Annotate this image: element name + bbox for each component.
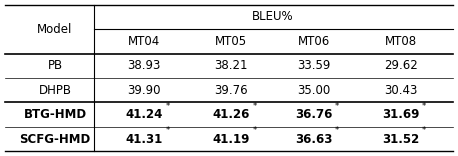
Text: 31.52: 31.52 <box>382 133 420 146</box>
Text: 39.90: 39.90 <box>127 84 161 97</box>
Text: PB: PB <box>47 59 63 72</box>
Text: BLEU%: BLEU% <box>252 10 293 23</box>
Text: BTG-HMD: BTG-HMD <box>23 108 87 121</box>
Text: 41.24: 41.24 <box>125 108 163 121</box>
Text: 30.43: 30.43 <box>384 84 417 97</box>
Text: 29.62: 29.62 <box>384 59 418 72</box>
Text: Model: Model <box>37 23 73 36</box>
Text: 41.26: 41.26 <box>213 108 250 121</box>
Text: DHPB: DHPB <box>38 84 71 97</box>
Text: *: * <box>165 102 169 111</box>
Text: MT06: MT06 <box>298 35 330 48</box>
Text: *: * <box>252 126 256 135</box>
Text: 35.00: 35.00 <box>297 84 330 97</box>
Text: *: * <box>252 102 256 111</box>
Text: MT08: MT08 <box>385 35 417 48</box>
Text: *: * <box>422 102 426 111</box>
Text: 38.93: 38.93 <box>128 59 161 72</box>
Text: *: * <box>335 102 339 111</box>
Text: MT04: MT04 <box>128 35 160 48</box>
Text: 41.19: 41.19 <box>213 133 250 146</box>
Text: *: * <box>335 126 339 135</box>
Text: 31.69: 31.69 <box>382 108 420 121</box>
Text: SCFG-HMD: SCFG-HMD <box>19 133 91 146</box>
Text: 36.63: 36.63 <box>295 133 333 146</box>
Text: *: * <box>422 126 426 135</box>
Text: 41.31: 41.31 <box>125 133 163 146</box>
Text: MT05: MT05 <box>215 35 247 48</box>
Text: 36.76: 36.76 <box>295 108 333 121</box>
Text: *: * <box>165 126 169 135</box>
Text: 38.21: 38.21 <box>214 59 248 72</box>
Text: 39.76: 39.76 <box>214 84 248 97</box>
Text: 33.59: 33.59 <box>297 59 330 72</box>
